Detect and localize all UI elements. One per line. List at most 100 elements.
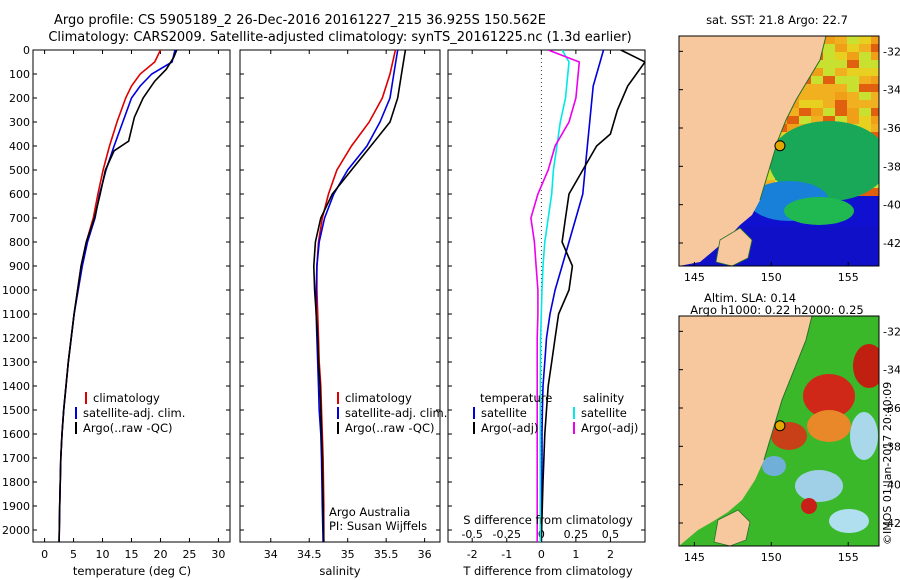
imos-timestamp: ©IMOS 01-Jan-2017 20:40:09 <box>881 382 894 545</box>
sla-anomaly-blob <box>801 498 817 514</box>
sst-map-frame <box>678 35 880 267</box>
sst-cell <box>871 116 879 124</box>
sst-cell <box>847 76 859 84</box>
sst-cell <box>871 44 879 52</box>
sla-anomaly-blob <box>853 344 879 388</box>
y-tick-label: 900 <box>9 260 30 273</box>
sla-anomaly-blob <box>762 456 786 476</box>
y-tick-label: 1900 <box>2 500 30 513</box>
x-tick-label: 1 <box>572 548 579 561</box>
sst-cell <box>823 44 835 52</box>
x-tick-label: 35 <box>341 548 355 561</box>
series-line-argo-adj-temperature <box>540 50 645 542</box>
legend-title-salinity: salinity <box>583 391 624 405</box>
temperature-legend: climatology satellite-adj. clim. Argo(..… <box>75 391 185 435</box>
x2-tick-label: -0.25 <box>493 528 521 541</box>
sst-cell <box>847 100 859 108</box>
sst-cell <box>823 60 835 68</box>
map-lat-label: -36 <box>883 402 900 415</box>
sst-cell <box>859 76 871 84</box>
salinity-series-lines <box>312 50 407 542</box>
temperature-axis-ticks: 0 5 10 15 20 25 30 <box>41 50 225 561</box>
salinity-depth-ticks <box>240 49 440 531</box>
sst-cell <box>799 92 811 100</box>
sst-cell <box>835 116 847 124</box>
sla-anomaly-blob <box>850 412 878 460</box>
sst-cell <box>847 116 859 124</box>
sst-cell <box>859 68 871 76</box>
y-tick-label: 1600 <box>2 428 30 441</box>
sst-cell <box>859 124 871 132</box>
map-lat-label: -32 <box>883 45 900 58</box>
y-tick-label: 0 <box>23 44 30 57</box>
sst-cell <box>823 108 835 116</box>
difference-plot-frame <box>447 49 646 543</box>
x-tick-label: -1 <box>501 548 512 561</box>
sst-cell <box>775 132 787 140</box>
sst-cell <box>799 100 811 108</box>
map-lat-label: -38 <box>883 160 900 173</box>
y-tick-label: 1100 <box>2 308 30 321</box>
sst-cell <box>799 116 811 124</box>
sst-cell <box>823 68 835 76</box>
s-difference-x-label: S difference from climatology <box>463 513 633 527</box>
sst-cell <box>835 36 847 44</box>
shelf-contour-line <box>759 36 827 201</box>
legend-label-t-satellite: satellite <box>481 406 527 420</box>
y-tick-label: 100 <box>9 68 30 81</box>
series-line-satellite-salinity <box>539 50 570 542</box>
temperature-plot-frame <box>32 49 231 543</box>
legend-label-s-argo: Argo(-adj) <box>581 421 638 435</box>
series-line-argo-raw-qc <box>58 50 178 542</box>
difference-depth-ticks <box>448 49 645 531</box>
sst-cell <box>871 36 879 44</box>
legend-label-satellite: satellite-adj. clim. <box>345 406 447 420</box>
sst-cell <box>763 172 775 180</box>
sla-anomaly-blob <box>803 374 855 418</box>
sla-heatmap-blobs <box>762 344 879 533</box>
sst-cell <box>859 92 871 100</box>
map-lat-label: -38 <box>883 440 900 453</box>
y-tick-label: 300 <box>9 116 30 129</box>
temperature-profile-panel: 0100200300400500600700800900100011001200… <box>2 44 231 578</box>
x2-tick-label: 0.5 <box>602 528 620 541</box>
sst-cell <box>835 60 847 68</box>
sst-cell <box>835 100 847 108</box>
salinity-axis-ticks: 34 34.5 35 35.5 36 <box>264 50 432 561</box>
sst-cell <box>847 84 859 92</box>
sst-cell <box>871 92 879 100</box>
argo-float-position-marker <box>774 140 786 152</box>
x-tick-label: 35.5 <box>374 548 399 561</box>
x-tick-label: 34.5 <box>297 548 322 561</box>
x-tick-label: 2 <box>607 548 614 561</box>
sst-cell <box>871 124 879 132</box>
salinity-legend: climatology satellite-adj. clim. Argo(..… <box>337 391 447 435</box>
salinity-profile-panel: 34 34.5 35 35.5 36 salinity climatology sate… <box>239 49 447 578</box>
sst-cell <box>811 108 823 116</box>
sst-cool-patch <box>769 121 879 201</box>
sst-cell <box>799 84 811 92</box>
tasmania-land <box>713 509 751 546</box>
sst-cell <box>823 76 835 84</box>
sst-cell <box>835 44 847 52</box>
sst-cell <box>871 76 879 84</box>
y-tick-label: 1800 <box>2 476 30 489</box>
map-lat-label: -42 <box>883 517 900 530</box>
difference-profile-panel: -2 -1 0 1 2 -0.5 -0.25 0 0.25 0.5 T difference f… <box>447 49 646 578</box>
sst-cell <box>835 92 847 100</box>
credit-pi: PI: Susan Wijffels <box>329 519 427 533</box>
map-lat-label: -34 <box>883 84 900 97</box>
difference-series-lines <box>530 50 645 542</box>
y-tick-label: 2000 <box>2 524 30 537</box>
y-tick-label: 700 <box>9 212 30 225</box>
sst-cell <box>835 84 847 92</box>
sst-cell <box>847 108 859 116</box>
sst-cell <box>859 44 871 52</box>
sst-cell <box>811 68 823 76</box>
y-tick-label: 1400 <box>2 380 30 393</box>
legend-label-climatology: climatology <box>93 391 160 405</box>
depth-axis-ticks: 0 100 200 300 400 500 600 700 800 900 1000 1100 1200… <box>2 44 230 537</box>
sst-cell <box>859 52 871 60</box>
sst-cell <box>859 60 871 68</box>
sst-cell <box>823 92 835 100</box>
